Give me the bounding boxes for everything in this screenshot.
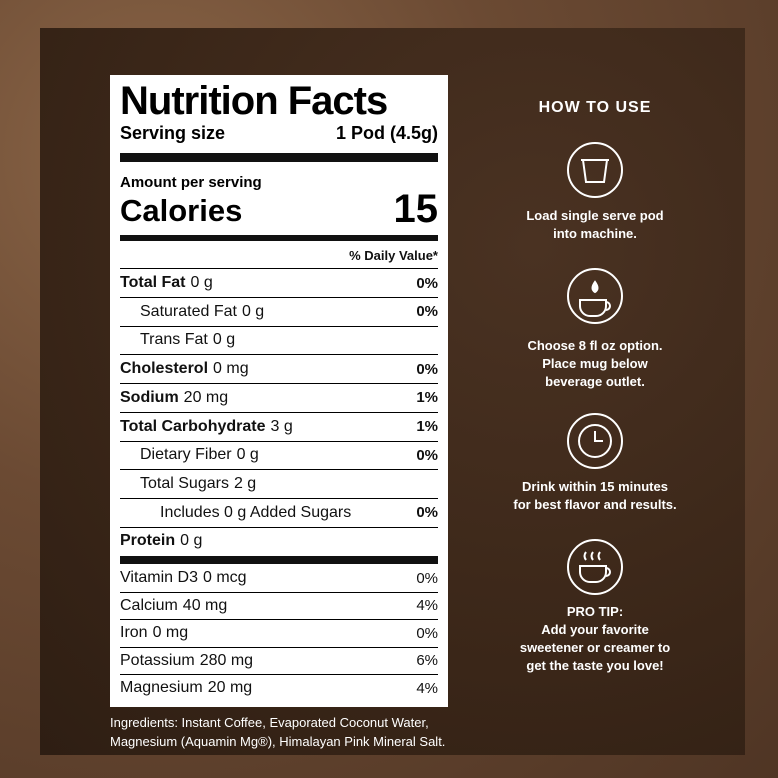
- nutrient-amount: 0 g: [236, 446, 259, 464]
- nutrient-name: Cholesterol: [120, 360, 209, 378]
- nutrient-dv: 1%: [416, 418, 438, 435]
- nutrient-row: Protein 0 g: [120, 527, 438, 555]
- step-line: for best flavor and results.: [513, 497, 677, 512]
- rule: [120, 556, 438, 564]
- nutrient-row: Saturated Fat 0 g 0%: [120, 298, 438, 327]
- calories-label: Calories: [120, 193, 243, 228]
- nutrient-dv: 0%: [416, 504, 438, 522]
- nutrient-name: Total Carbohydrate: [120, 417, 266, 435]
- nutrient-dv: 0%: [416, 360, 438, 378]
- vitamin-amount: 20 mg: [207, 679, 253, 697]
- vitamin-dv: 0%: [416, 569, 438, 587]
- nutrient-amount: 0 g: [241, 302, 265, 320]
- vitamin-name: Iron: [120, 624, 148, 642]
- nutrient-row: Trans Fat 0 g: [120, 326, 438, 356]
- step-line: get the taste you love!: [526, 658, 664, 673]
- step-line: Add your favorite: [541, 622, 649, 637]
- nutrient-amount: 3 g: [270, 417, 293, 435]
- nutrient-name: Trans Fat: [140, 331, 208, 349]
- step-line: into machine.: [553, 226, 637, 241]
- vitamin-row: Calcium 40 mg 4%: [120, 593, 438, 620]
- nutrient-amount: 0 g: [180, 532, 203, 550]
- nutrient-row: Sodium 20 mg 1%: [120, 384, 438, 413]
- icon-clock: [567, 413, 623, 469]
- vitamin-row: Potassium 280 mg 6%: [120, 648, 438, 675]
- step: Drink within 15 minutes for best flavor a…: [480, 478, 710, 514]
- nutrient-name: Saturated Fat: [140, 302, 237, 320]
- nutrient-amount: 0 g: [212, 331, 236, 349]
- nutrient-name: Sodium: [120, 388, 179, 406]
- nutrition-label: Nutrition Facts Serving size 1 Pod (4.5g…: [110, 75, 448, 707]
- step: Choose 8 fl oz option. Place mug below bev…: [480, 337, 710, 391]
- vitamin-dv: 6%: [416, 652, 438, 670]
- vitamin-name: Vitamin D3: [120, 569, 198, 587]
- vitamin-dv: 4%: [416, 679, 438, 697]
- dv-header: % Daily Value*: [349, 247, 438, 263]
- nutrient-name: Protein: [120, 532, 176, 550]
- nutrient-row: Cholesterol 0 mg 0%: [120, 355, 438, 385]
- nutrient-dv: 0%: [416, 274, 438, 292]
- nutrient-row: Total Carbohydrate 3 g 1%: [120, 413, 438, 442]
- icon-pour: [567, 268, 623, 324]
- vitamin-row: Vitamin D3 0 mcg 0%: [120, 565, 438, 593]
- icon-pod: [567, 142, 623, 198]
- step: Load single serve pod into machine.: [480, 207, 710, 243]
- icon-cup: [567, 539, 623, 595]
- ingredients-line: Magnesium (Aquamin Mg®), Himalayan Pink …: [110, 734, 446, 749]
- vitamin-dv: 0%: [416, 624, 438, 642]
- vitamin-name: Calcium: [120, 596, 178, 614]
- vitamin-amount: 0 mcg: [202, 569, 247, 587]
- vitamin-dv: 4%: [416, 597, 438, 615]
- vitamin-amount: 280 mg: [199, 651, 254, 669]
- nutrient-name: Dietary Fiber: [140, 446, 232, 464]
- step-line: sweetener or creamer to: [519, 640, 671, 655]
- vitamin-row: Iron 0 mg 0%: [120, 620, 438, 648]
- nutrient-dv: 1%: [416, 389, 438, 407]
- nutrient-row: Total Sugars 2 g: [120, 470, 438, 499]
- nutrient-row: Dietary Fiber 0 g 0%: [120, 441, 438, 471]
- nutrient-amount: 20 mg: [183, 388, 229, 406]
- how-to-title: HOW TO USE: [538, 99, 652, 116]
- step-line: Place mug below: [542, 356, 648, 371]
- nutrient-dv: 0%: [416, 303, 438, 321]
- amount-label: Amount per serving: [120, 174, 262, 191]
- ingredients: Ingredients: Instant Coffee, Evaporated …: [110, 713, 445, 751]
- vitamin-amount: 40 mg: [182, 596, 228, 614]
- calories-value: 15: [393, 187, 439, 231]
- nutrient-amount: 0 g: [190, 274, 213, 291]
- ingredients-line: Ingredients: Instant Coffee, Evaporated …: [110, 715, 429, 730]
- step-line: beverage outlet.: [545, 374, 645, 389]
- label-title: Nutrition Facts: [120, 79, 388, 123]
- nutrient-name: Total Sugars: [140, 474, 229, 492]
- nutrient-amount: 2 g: [233, 474, 257, 492]
- rule: [120, 153, 438, 162]
- vitamin-name: Magnesium: [120, 679, 203, 697]
- nutrient-row: Includes 0 g Added Sugars 0%: [120, 499, 438, 528]
- vitamin-amount: 0 mg: [152, 624, 189, 642]
- step-line: Drink within 15 minutes: [522, 479, 668, 494]
- step: PRO TIP: Add your favorite sweetener or cr…: [480, 603, 710, 675]
- serving-label: Serving size: [120, 123, 226, 143]
- vitamin-name: Potassium: [120, 651, 195, 669]
- step-line: PRO TIP:: [566, 604, 624, 619]
- nutrient-row: Total Fat 0 g 0%: [120, 269, 438, 298]
- nutrient-name: Includes 0 g Added Sugars: [160, 503, 352, 521]
- nutrient-name: Total Fat: [120, 274, 186, 291]
- step-line: Load single serve pod: [526, 208, 664, 223]
- nutrient-amount: 0 mg: [213, 360, 249, 378]
- serving-value: 1 Pod (4.5g): [335, 123, 438, 143]
- dv-header-row: % Daily Value*: [120, 242, 438, 269]
- vitamin-row: Magnesium 20 mg 4%: [120, 675, 438, 702]
- step-line: Choose 8 fl oz option.: [527, 338, 663, 353]
- rule: [120, 235, 438, 241]
- nutrient-dv: 0%: [416, 446, 438, 464]
